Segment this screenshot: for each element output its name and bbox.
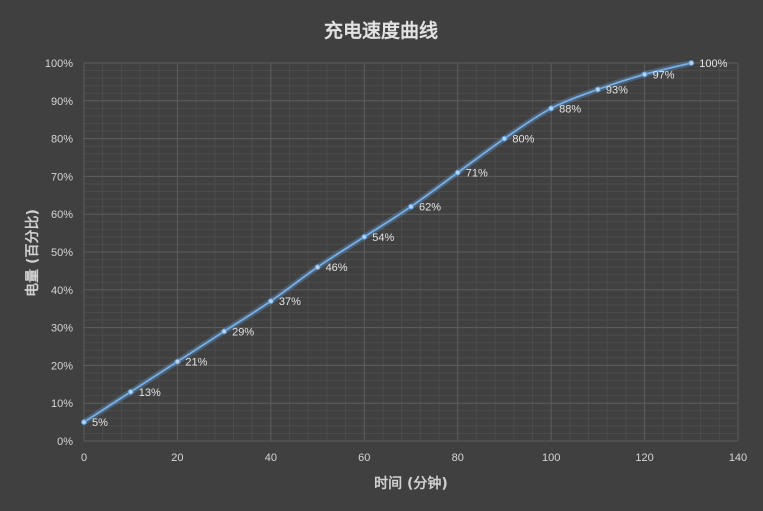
- data-point: [81, 419, 87, 426]
- data-point: [454, 169, 461, 176]
- x-tick-label: 80: [452, 452, 464, 464]
- y-tick-label: 90%: [51, 96, 73, 108]
- x-tick-label: 140: [729, 452, 747, 464]
- y-tick-label: 80%: [51, 134, 73, 146]
- data-point: [594, 86, 601, 93]
- data-label: 97%: [653, 69, 675, 81]
- y-tick-label: 0%: [57, 436, 73, 448]
- data-point: [548, 105, 555, 112]
- x-tick-label: 60: [358, 452, 370, 464]
- x-axis-title: 时间 (分钟): [374, 475, 448, 492]
- data-label: 71%: [466, 168, 488, 180]
- series-line: [83, 62, 692, 423]
- x-tick-label: 120: [635, 452, 653, 464]
- data-point: [267, 298, 274, 305]
- data-label: 54%: [372, 232, 394, 244]
- y-tick-label: 100%: [45, 58, 73, 70]
- y-tick-label: 70%: [51, 171, 73, 183]
- data-label: 80%: [512, 134, 534, 146]
- y-tick-label: 30%: [51, 323, 73, 335]
- data-label: 37%: [279, 296, 301, 308]
- data-labels: 5% 13% 21% 29% 37% 46% 54% 62% 71% 80% 88% 93% 97% 10…: [92, 58, 728, 429]
- data-point: [174, 358, 181, 365]
- data-label: 21%: [185, 357, 207, 369]
- x-tick-label: 40: [265, 452, 277, 464]
- data-point: [641, 71, 648, 78]
- data-label: 46%: [326, 262, 348, 274]
- data-label: 88%: [559, 103, 581, 115]
- x-tick-label: 100: [542, 452, 560, 464]
- chart-title: 充电速度曲线: [324, 19, 438, 42]
- data-label: 100%: [699, 58, 727, 70]
- data-label: 5%: [92, 417, 108, 429]
- data-label: 93%: [606, 84, 628, 96]
- data-point: [221, 328, 228, 335]
- y-tick-label: 50%: [51, 247, 73, 259]
- y-tick-label: 20%: [51, 360, 73, 372]
- data-label: 29%: [232, 326, 254, 338]
- x-tick-label: 20: [171, 452, 183, 464]
- x-tick-label: 0: [81, 452, 87, 464]
- data-label: 13%: [139, 387, 161, 399]
- data-point: [408, 203, 414, 210]
- data-point: [361, 233, 368, 240]
- data-point: [314, 264, 321, 271]
- data-point: [688, 60, 695, 66]
- y-tick-label: 10%: [51, 398, 73, 410]
- y-tick-label: 60%: [51, 209, 73, 221]
- series-charge-level: [81, 60, 695, 426]
- data-point: [501, 135, 508, 142]
- y-axis-title: 电量 (百分比): [24, 209, 41, 297]
- y-tick-label: 40%: [51, 285, 73, 297]
- axes: 0 20 40 60 80 100 120 140 0% 10% 20% 30% 40% 50% 60% 70…: [45, 58, 747, 464]
- data-label: 62%: [419, 202, 441, 214]
- data-point: [127, 388, 134, 395]
- grid-lines: [83, 62, 739, 442]
